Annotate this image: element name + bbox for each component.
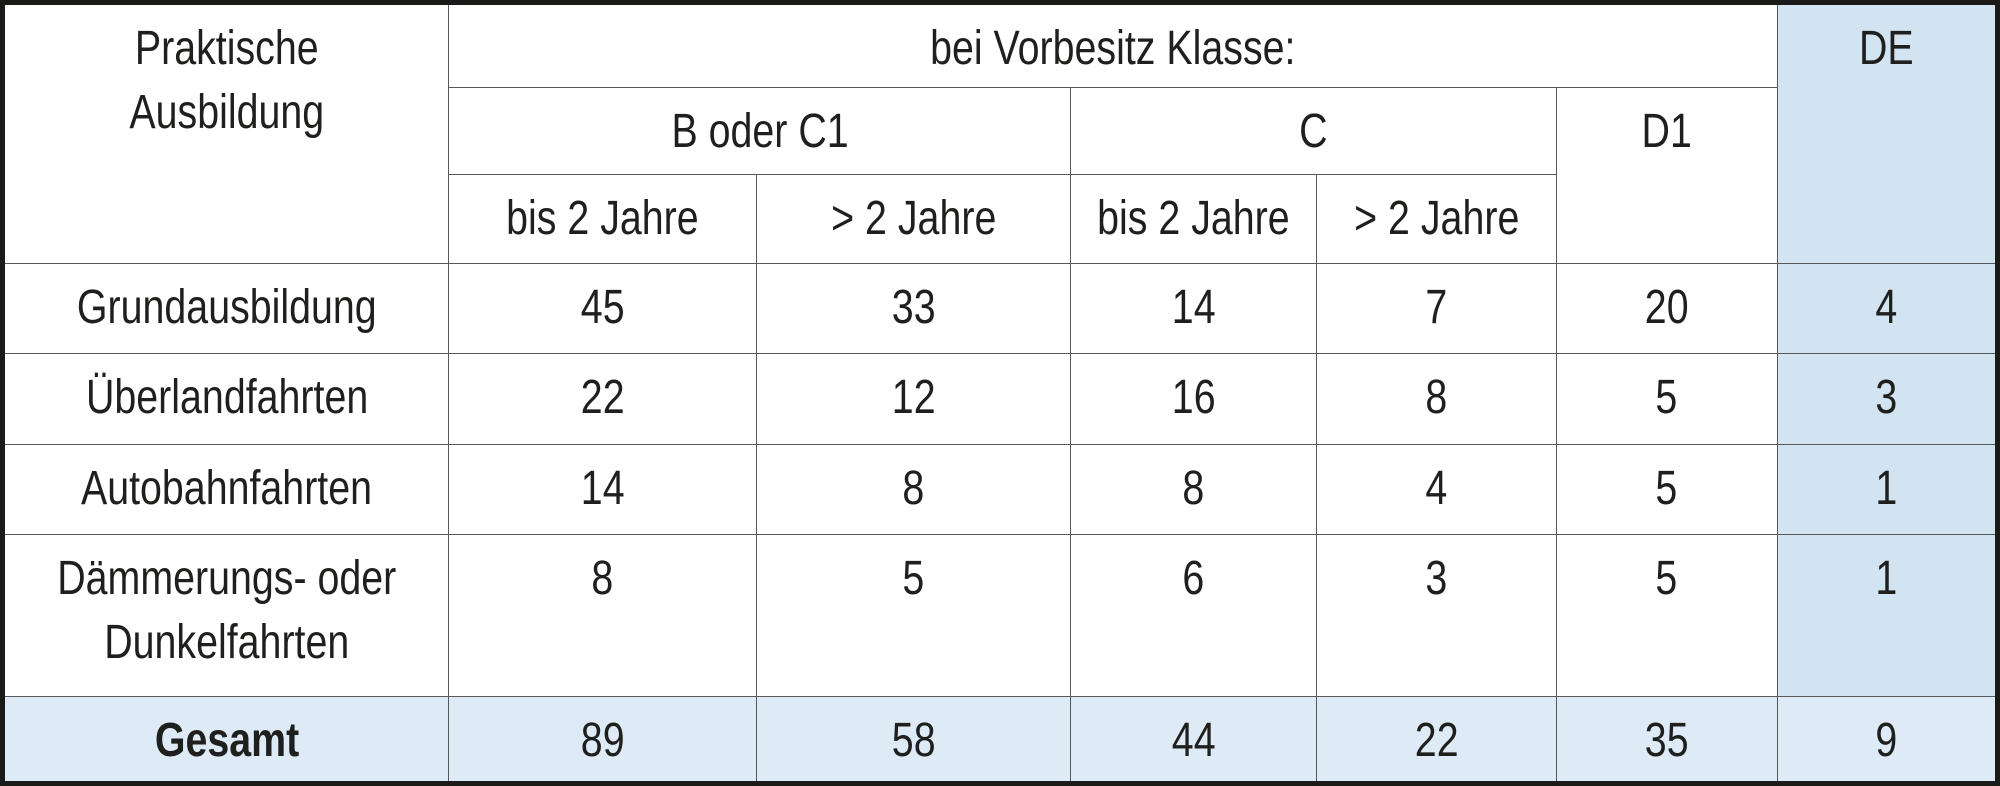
row-label-cell: Autobahnfahrten bbox=[1, 443, 450, 535]
cell-value: 6 bbox=[1182, 551, 1205, 605]
total-cell: 58 bbox=[756, 695, 1071, 785]
subheader-b-c1-ueber-2-jahre: > 2 Jahre bbox=[756, 174, 1071, 265]
subheader-c-bis-2-jahre: bis 2 Jahre bbox=[1069, 174, 1318, 265]
vorbesitz-group-header-label: bei Vorbesitz Klasse: bbox=[930, 22, 1296, 75]
cell-value: 4 bbox=[1425, 461, 1448, 515]
data-cell-de: 4 bbox=[1776, 263, 1999, 355]
column-group-c-label: C bbox=[1298, 105, 1328, 159]
column-header-de-cell: DE bbox=[1776, 1, 1999, 265]
row-label: Grundausbildung bbox=[76, 281, 377, 335]
data-cell-de: 1 bbox=[1776, 533, 1999, 697]
total-cell: 89 bbox=[448, 695, 758, 785]
cell-value: 8 bbox=[591, 551, 614, 605]
table-row-ueberlandfahrten: Überlandfahrten 22 12 16 8 5 3 bbox=[1, 353, 1999, 445]
total-cell: 35 bbox=[1555, 695, 1778, 785]
data-cell: 5 bbox=[1555, 443, 1778, 535]
data-cell: 6 bbox=[1069, 533, 1318, 697]
data-cell: 8 bbox=[1069, 443, 1318, 535]
data-cell: 4 bbox=[1316, 443, 1557, 535]
cell-value: 22 bbox=[580, 371, 625, 425]
data-cell-de: 1 bbox=[1776, 443, 1999, 535]
row-label-cell: Dämmerungs- oder Dunkelfahrten bbox=[1, 533, 450, 697]
cell-value: 12 bbox=[891, 371, 936, 425]
vorbesitz-group-header-cell: bei Vorbesitz Klasse: bbox=[448, 1, 1778, 89]
subheader-label: > 2 Jahre bbox=[830, 192, 997, 246]
cell-value: 9 bbox=[1875, 713, 1898, 767]
corner-header-label: Praktische Ausbildung bbox=[129, 22, 325, 139]
data-cell: 12 bbox=[756, 353, 1071, 445]
data-cell: 8 bbox=[756, 443, 1071, 535]
data-cell: 5 bbox=[1555, 533, 1778, 697]
data-cell: 8 bbox=[448, 533, 758, 697]
column-group-b-c1-label: B oder C1 bbox=[671, 105, 849, 159]
cell-value: 89 bbox=[580, 713, 625, 767]
data-cell: 5 bbox=[756, 533, 1071, 697]
cell-value: 8 bbox=[1182, 461, 1205, 515]
data-cell: 7 bbox=[1316, 263, 1557, 355]
cell-value: 22 bbox=[1414, 713, 1459, 767]
cell-value: 58 bbox=[891, 713, 936, 767]
cell-value: 8 bbox=[902, 461, 925, 515]
data-cell: 14 bbox=[448, 443, 758, 535]
subheader-label: bis 2 Jahre bbox=[506, 192, 700, 246]
corner-header-cell: Praktische Ausbildung bbox=[1, 1, 450, 265]
cell-value: 35 bbox=[1644, 713, 1689, 767]
cell-value: 5 bbox=[1655, 371, 1678, 425]
cell-value: 1 bbox=[1875, 551, 1898, 605]
cell-value: 5 bbox=[1655, 461, 1678, 515]
row-label: Dämmerungs- oder Dunkelfahrten bbox=[57, 551, 397, 669]
column-header-d1-cell: D1 bbox=[1555, 87, 1778, 265]
subheader-b-c1-bis-2-jahre: bis 2 Jahre bbox=[448, 174, 758, 265]
data-cell: 5 bbox=[1555, 353, 1778, 445]
cell-value: 5 bbox=[902, 551, 925, 605]
row-label: Autobahnfahrten bbox=[81, 461, 373, 515]
row-label-cell: Grundausbildung bbox=[1, 263, 450, 355]
column-header-d1-label: D1 bbox=[1641, 105, 1692, 159]
cell-value: 14 bbox=[580, 461, 625, 515]
subheader-c-ueber-2-jahre: > 2 Jahre bbox=[1316, 174, 1557, 265]
cell-value: 20 bbox=[1644, 281, 1689, 335]
cell-value: 44 bbox=[1171, 713, 1216, 767]
table-row-grundausbildung: Grundausbildung 45 33 14 7 20 4 bbox=[1, 263, 1999, 355]
column-group-b-c1-cell: B oder C1 bbox=[448, 87, 1071, 176]
column-group-c-cell: C bbox=[1069, 87, 1557, 176]
data-cell: 20 bbox=[1555, 263, 1778, 355]
total-cell: 44 bbox=[1069, 695, 1318, 785]
table-row-gesamt-total: Gesamt 89 58 44 22 35 9 bbox=[1, 695, 1999, 785]
data-cell: 14 bbox=[1069, 263, 1318, 355]
cell-value: 8 bbox=[1425, 371, 1448, 425]
cell-value: 7 bbox=[1425, 281, 1448, 335]
subheader-label: bis 2 Jahre bbox=[1097, 192, 1290, 246]
cell-value: 33 bbox=[891, 281, 936, 335]
cell-value: 1 bbox=[1875, 461, 1898, 515]
data-cell: 3 bbox=[1316, 533, 1557, 697]
data-cell: 8 bbox=[1316, 353, 1557, 445]
subheader-label: > 2 Jahre bbox=[1353, 192, 1519, 246]
data-cell: 16 bbox=[1069, 353, 1318, 445]
row-label-cell: Überlandfahrten bbox=[1, 353, 450, 445]
table-row-daemmerungs-dunkelfahrten: Dämmerungs- oder Dunkelfahrten 8 5 6 3 5… bbox=[1, 533, 1999, 697]
cell-value: 16 bbox=[1171, 371, 1216, 425]
cell-value: 45 bbox=[580, 281, 625, 335]
total-row-label: Gesamt bbox=[154, 713, 299, 767]
data-cell: 22 bbox=[448, 353, 758, 445]
header-row-3: bis 2 Jahre > 2 Jahre bis 2 Jahre > 2 Ja… bbox=[3, 174, 1998, 265]
total-row-label-cell: Gesamt bbox=[1, 695, 450, 785]
cell-value: 3 bbox=[1875, 371, 1898, 425]
cell-value: 14 bbox=[1171, 281, 1216, 335]
data-cell-de: 3 bbox=[1776, 353, 1999, 445]
data-cell: 45 bbox=[448, 263, 758, 355]
header-row-1: Praktische Ausbildung bei Vorbesitz Klas… bbox=[1, 1, 1999, 265]
header-row-2: B oder C1 C D1 bbox=[3, 87, 1998, 265]
total-cell-de: 9 bbox=[1776, 695, 1999, 785]
column-header-de-label: DE bbox=[1859, 22, 1914, 75]
data-cell: 33 bbox=[756, 263, 1071, 355]
total-cell: 22 bbox=[1316, 695, 1557, 785]
cell-value: 5 bbox=[1655, 551, 1678, 605]
table-row-autobahnfahrten: Autobahnfahrten 14 8 8 4 5 1 bbox=[1, 443, 1999, 535]
row-label: Überlandfahrten bbox=[85, 371, 368, 425]
cell-value: 3 bbox=[1425, 551, 1448, 605]
cell-value: 4 bbox=[1875, 281, 1898, 335]
